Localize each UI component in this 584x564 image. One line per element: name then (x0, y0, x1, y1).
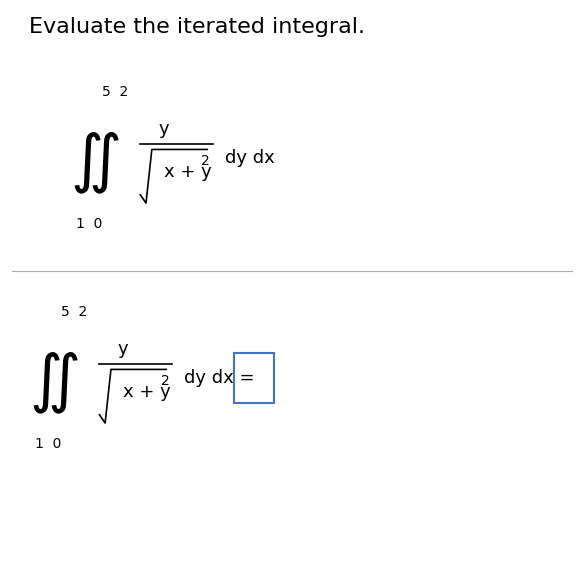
Text: x + y: x + y (123, 383, 171, 401)
Text: 5  2: 5 2 (61, 305, 88, 319)
Text: 2: 2 (201, 154, 210, 168)
Text: Evaluate the iterated integral.: Evaluate the iterated integral. (29, 17, 365, 37)
Text: 5  2: 5 2 (102, 85, 128, 99)
Text: x + y: x + y (164, 163, 211, 181)
Text: 1  0: 1 0 (35, 437, 61, 451)
Text: $\int\!\!\int$: $\int\!\!\int$ (70, 131, 120, 196)
Text: dy dx =: dy dx = (184, 369, 255, 387)
Text: y: y (117, 340, 128, 358)
Text: y: y (158, 120, 169, 138)
Text: dy dx: dy dx (225, 149, 274, 167)
FancyBboxPatch shape (234, 352, 274, 403)
Text: 2: 2 (161, 374, 169, 387)
Text: 1  0: 1 0 (76, 217, 102, 231)
Text: $\int\!\!\int$: $\int\!\!\int$ (29, 351, 79, 416)
